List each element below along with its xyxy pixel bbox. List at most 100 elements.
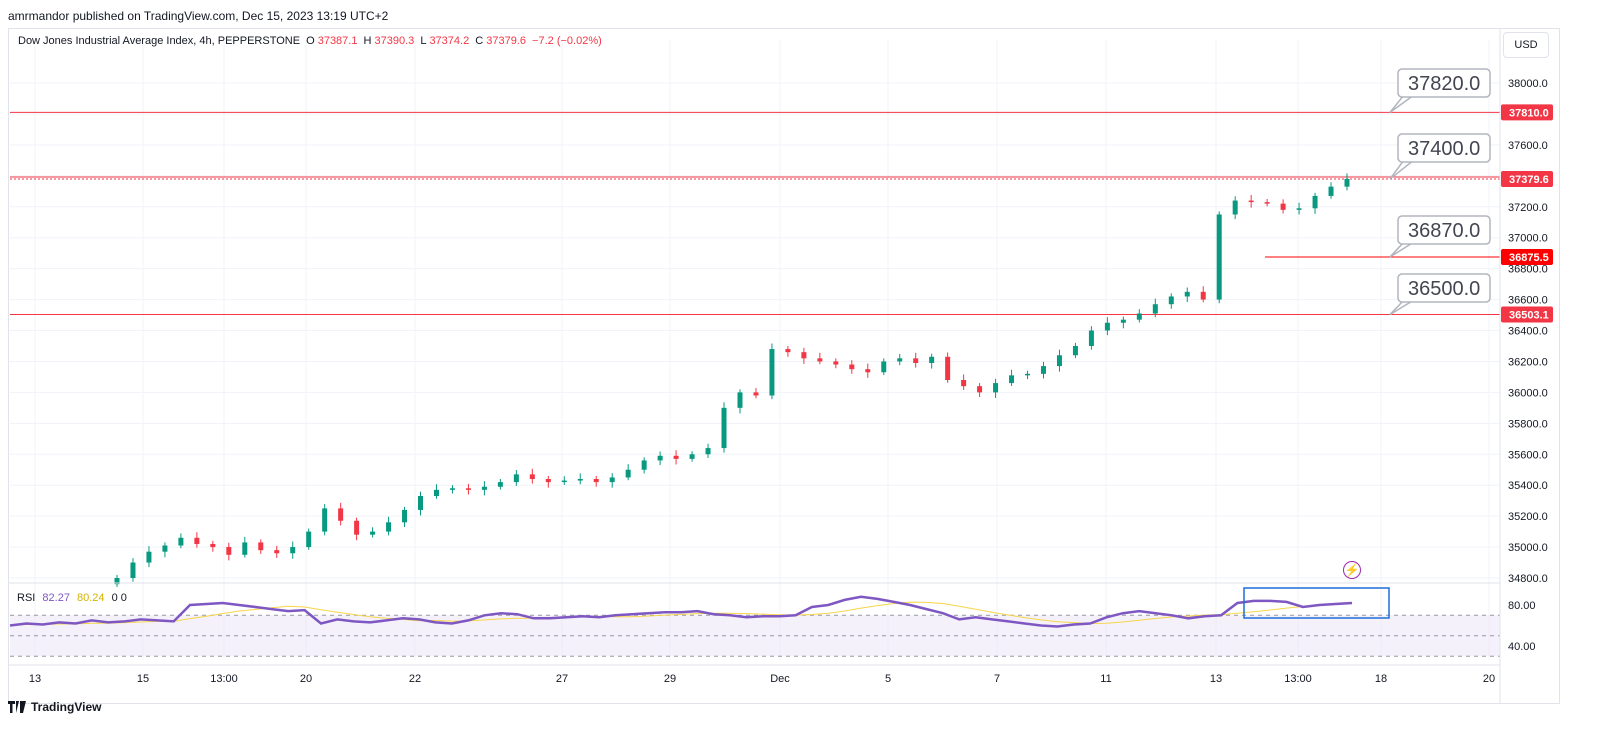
high-key: H [363, 35, 372, 47]
level-lines [10, 111, 1500, 316]
candle-body [977, 386, 983, 393]
candle-body [418, 496, 424, 510]
candle-body [913, 358, 919, 363]
callout-label: 37820.0 [1408, 73, 1480, 95]
candle-body [657, 455, 663, 461]
candle-body [577, 479, 583, 481]
open-key: O [306, 35, 315, 47]
price-tag-label: 36503.1 [1509, 310, 1549, 322]
price-tick-label: 37000.0 [1508, 233, 1548, 245]
candle-body [1088, 330, 1094, 346]
candle-body [1136, 313, 1142, 320]
price-tick-label: 37200.0 [1508, 202, 1548, 214]
candle-body [1168, 296, 1174, 305]
price-tick-label: 36400.0 [1508, 326, 1548, 338]
candle-body [1264, 202, 1270, 204]
candle-body [258, 542, 264, 551]
time-tick-label: 27 [556, 673, 568, 685]
price-axis: 38000.0 37600.0 37200.0 37000.0 36800.0 36600… [1499, 28, 1553, 704]
candle-body [785, 349, 791, 353]
lightning-icon[interactable]: ⚡ [1343, 561, 1361, 579]
tradingview-logo-icon [8, 701, 26, 713]
time-tick-label: 13:00 [1284, 673, 1312, 685]
callout-pointer [1389, 94, 1415, 113]
time-tick-label: 13 [1210, 673, 1222, 685]
price-tick-label: 36800.0 [1508, 264, 1548, 276]
close-value: 37379.6 [486, 35, 526, 47]
candle-body [561, 480, 567, 483]
candle-body [497, 482, 503, 487]
candle-body [433, 489, 439, 497]
callout-pointer [1389, 159, 1415, 180]
chart-frame [8, 28, 1560, 704]
callout-pointer [1389, 299, 1415, 316]
time-tick-label: 22 [409, 673, 421, 685]
candle-body [1072, 345, 1078, 356]
candle-body [1344, 178, 1350, 187]
low-key: L [420, 35, 427, 47]
rsi-tick-label: 80.00 [1508, 600, 1536, 612]
time-tick-label: Dec [770, 673, 790, 685]
open-value: 37387.1 [317, 35, 358, 47]
candle-body [529, 474, 535, 479]
close-key: C [475, 35, 484, 47]
high-value: 37390.3 [374, 35, 415, 47]
change-value: −7.2 (−0.02%) [532, 35, 602, 47]
rsi-name[interactable]: RSI [17, 592, 36, 604]
candle-body [545, 479, 551, 483]
publisher-caption: amrmandor published on TradingView.com, … [8, 9, 389, 23]
candle-body [210, 543, 216, 548]
candle-body [1280, 203, 1286, 210]
candle-body [721, 407, 727, 449]
candle-body [689, 454, 695, 459]
candle-body [881, 361, 887, 373]
candle-body [402, 509, 408, 523]
price-tick-label: 34800.0 [1508, 573, 1548, 585]
tradingview-logo: TradingView [8, 700, 101, 714]
callout-label: 37400.0 [1408, 138, 1480, 160]
candle-body [1232, 200, 1238, 215]
time-tick-label: 13 [29, 673, 41, 685]
price-tick-label: 37600.0 [1508, 140, 1548, 152]
candle-body [1216, 214, 1222, 300]
rsi-ma-line [9, 601, 1352, 626]
callout-label: 36500.0 [1408, 278, 1480, 300]
callout-box [1397, 273, 1491, 303]
price-tick-label: 36600.0 [1508, 295, 1548, 307]
price-tag [1501, 248, 1553, 265]
candle-body [114, 578, 120, 585]
callout-label: 36870.0 [1408, 220, 1480, 242]
price-tag [1501, 306, 1553, 323]
time-tick-label: 20 [300, 673, 312, 685]
candle-body [449, 488, 455, 490]
callout-box [1397, 133, 1491, 163]
callout-box [1397, 68, 1491, 98]
candle-body [945, 356, 951, 380]
time-tick-label: 20 [1483, 673, 1495, 685]
candle-body [929, 356, 935, 363]
candle-body [1040, 366, 1046, 374]
rsi-highlight-box [1243, 587, 1390, 619]
candle-body [1312, 195, 1318, 209]
price-tag-label: 36875.5 [1509, 252, 1549, 264]
price-tick-label: 35200.0 [1508, 511, 1548, 523]
candle-body [146, 551, 152, 563]
candle-body [338, 508, 344, 521]
candle-body [322, 508, 328, 532]
time-tick-label: 18 [1375, 673, 1387, 685]
rsi-line [9, 595, 1353, 628]
chart-grid [10, 40, 1500, 660]
candle-body [354, 520, 360, 535]
currency-button[interactable]: USD [1503, 32, 1549, 58]
rsi-tick-label: 40.00 [1508, 641, 1536, 653]
price-tick-label: 35400.0 [1508, 480, 1548, 492]
candle-body [1152, 304, 1158, 314]
candle-body [1328, 186, 1334, 196]
candle-body [673, 455, 679, 459]
time-tick-label: 5 [885, 673, 891, 685]
candle-body [306, 531, 312, 548]
time-tick-label: 7 [994, 673, 1000, 685]
candle-body [609, 477, 615, 483]
time-tick-label: 29 [664, 673, 676, 685]
